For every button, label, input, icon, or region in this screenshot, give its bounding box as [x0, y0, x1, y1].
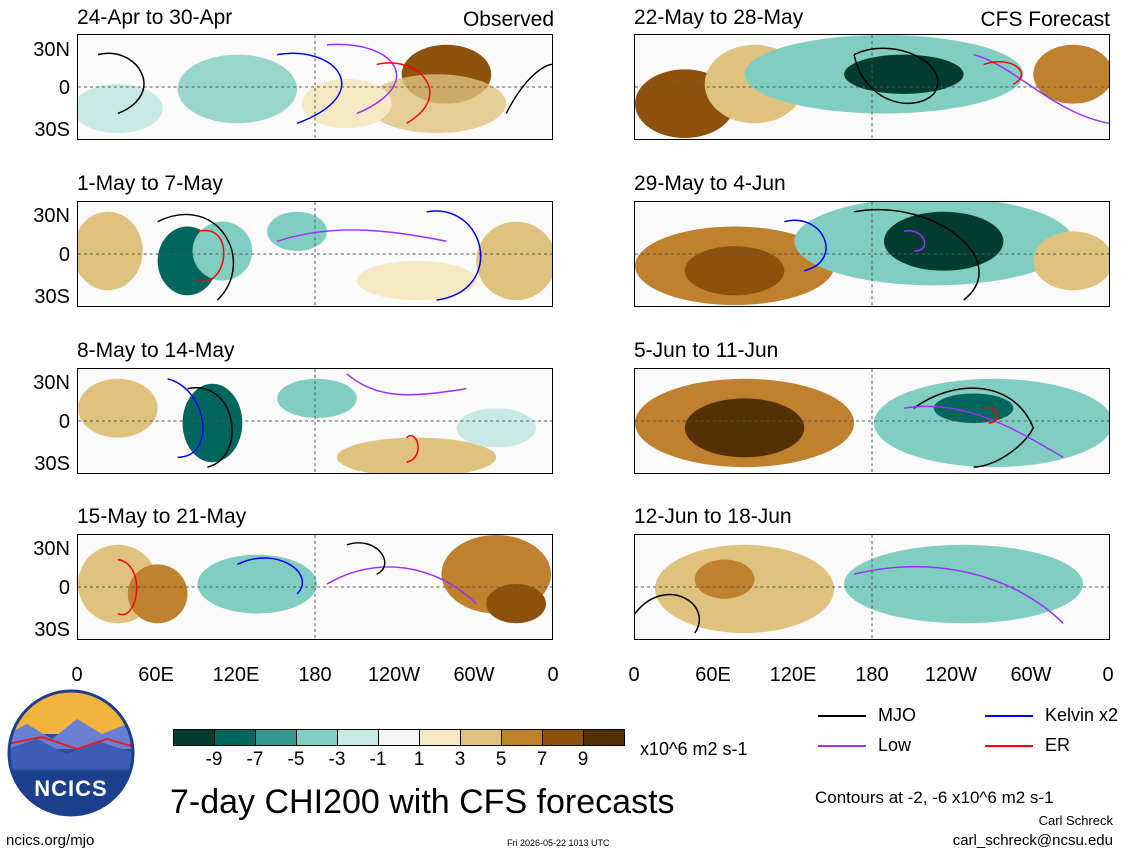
legend-line-low [818, 745, 866, 747]
lat-label-30s: 30S [34, 286, 70, 308]
panel-title-7: 5-Jun to 11-Jun [634, 339, 779, 362]
colorbar-swatch-4 [296, 729, 338, 746]
colorbar-label: 9 [577, 749, 589, 770]
lon-label-120w: 120W [924, 664, 978, 686]
author: Carl Schreck [1038, 813, 1113, 828]
colorbar-label: 7 [536, 749, 548, 770]
lat-label-eq: 0 [58, 244, 70, 266]
colorbar-label: -1 [369, 749, 387, 770]
lat-label-30n: 30N [33, 372, 70, 394]
map-panel-4 [77, 534, 553, 640]
panel-title-6: 29-May to 4-Jun [634, 172, 786, 195]
lon-label-0-end: 0 [547, 664, 559, 686]
colorbar-swatch-8 [460, 729, 502, 746]
colorbar-swatch-7 [419, 729, 461, 746]
panel-title-5: 22-May to 28-May [634, 6, 804, 29]
colorbar-label: -3 [328, 749, 346, 770]
lon-label-120e: 120E [212, 664, 260, 686]
colorbar-label: 5 [495, 749, 507, 770]
lat-label-eq: 0 [58, 411, 70, 433]
colorbar-swatch-10 [542, 729, 584, 746]
colorbar-swatch-3 [255, 729, 297, 746]
colorbar-label: 1 [413, 749, 425, 770]
colorbar-units: x10^6 m2 s-1 [640, 739, 748, 759]
legend-line-kelvin [985, 715, 1033, 717]
lon-label-0-end: 0 [1102, 664, 1114, 686]
panel-title-4: 15-May to 21-May [77, 505, 247, 528]
colorbar-label: 3 [454, 749, 466, 770]
map-panel-8 [634, 534, 1110, 640]
lat-label-eq: 0 [58, 77, 70, 99]
lon-label-180: 180 [298, 664, 332, 686]
main-title: 7-day CHI200 with CFS forecasts [170, 783, 675, 821]
lat-label-30n: 30N [33, 39, 70, 61]
lon-label-0: 0 [71, 664, 83, 686]
contours-note: Contours at -2, -6 x10^6 m2 s-1 [815, 788, 1054, 807]
panel-title-1: 24-Apr to 30-Apr [77, 6, 233, 29]
colorbar-swatch-11 [583, 729, 625, 746]
legend-label-low: Low [878, 735, 912, 755]
lat-label-eq: 0 [58, 577, 70, 599]
lon-label-60e: 60E [138, 664, 174, 686]
lon-label-60w: 60W [453, 664, 495, 686]
panel-title-3: 8-May to 14-May [77, 339, 235, 362]
colorbar-swatch-1 [173, 729, 215, 746]
legend-label-kelvin: Kelvin x2 [1045, 705, 1119, 725]
lon-label-0: 0 [628, 664, 640, 686]
colorbar-label: -7 [246, 749, 264, 770]
map-panel-1 [77, 34, 553, 140]
url: ncics.org/mjo [6, 832, 95, 849]
colorbar-swatch-5 [337, 729, 379, 746]
lon-label-60e: 60E [695, 664, 731, 686]
colorbar-label: -5 [287, 749, 305, 770]
map-panel-2 [77, 201, 553, 307]
lon-label-120e: 120E [769, 664, 817, 686]
lon-label-180: 180 [855, 664, 889, 686]
svg-text:NCICS: NCICS [34, 776, 107, 801]
legend-line-mjo [818, 715, 866, 717]
timestamp: Fri 2026-05-22 1013 UTC [507, 838, 610, 848]
panel-title-2: 1-May to 7-May [77, 172, 223, 195]
colorbar-label: -9 [205, 749, 223, 770]
lat-label-30s: 30S [34, 119, 70, 141]
legend-label-er: ER [1045, 735, 1071, 755]
colorbar-swatch-9 [501, 729, 543, 746]
legend-label-mjo: MJO [878, 705, 916, 725]
map-panel-7 [634, 368, 1110, 474]
lon-label-120w: 120W [367, 664, 421, 686]
email: carl_schreck@ncsu.edu [952, 832, 1113, 849]
map-panel-3 [77, 368, 553, 474]
legend-line-er [985, 745, 1033, 747]
map-panel-6 [634, 201, 1110, 307]
lat-label-30n: 30N [33, 538, 70, 560]
map-panel-5 [634, 34, 1110, 140]
lon-label-60w: 60W [1010, 664, 1052, 686]
lat-label-30s: 30S [34, 453, 70, 475]
colorbar-swatch-6 [378, 729, 420, 746]
panel-title-8: 12-Jun to 18-Jun [634, 505, 792, 528]
panel-tag-forecast: CFS Forecast [980, 8, 1110, 31]
lat-label-30s: 30S [34, 619, 70, 641]
lat-label-30n: 30N [33, 205, 70, 227]
panel-tag-observed: Observed [462, 8, 554, 31]
colorbar-swatch-2 [214, 729, 256, 746]
ncics-logo: NCICS [7, 689, 135, 817]
